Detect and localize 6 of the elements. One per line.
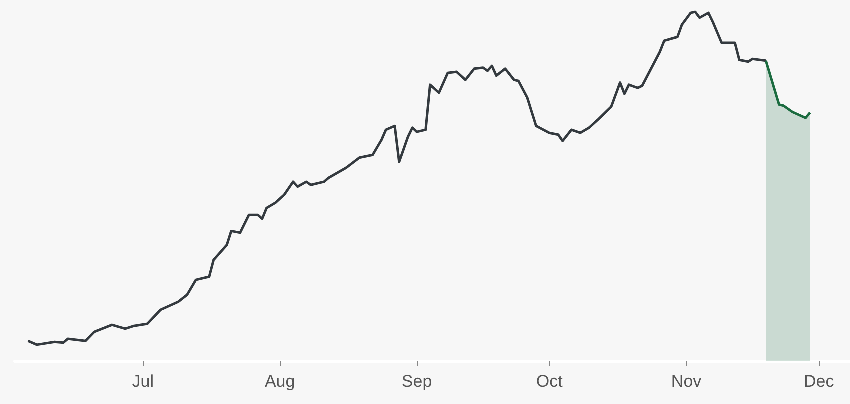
x-tick-label: Dec [804,372,835,391]
x-tick-label: Nov [671,372,702,391]
x-tick-label: Oct [536,372,564,391]
x-tick-label: Jul [132,372,154,391]
x-tick-label: Aug [264,372,296,391]
x-tick-label: Sep [402,372,432,391]
